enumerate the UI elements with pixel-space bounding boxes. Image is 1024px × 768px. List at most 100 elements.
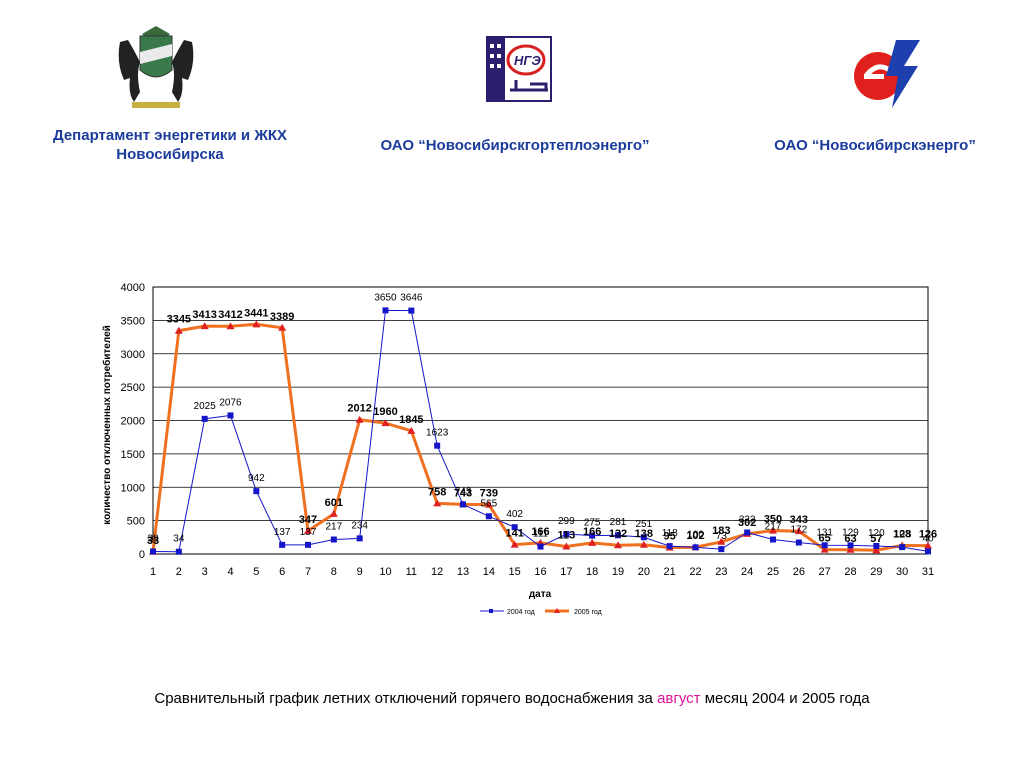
data-label: 3389 xyxy=(270,311,294,323)
org-name-department-line1: Департамент энергетики и ЖКХ xyxy=(52,127,288,144)
data-label: 113 xyxy=(557,529,575,541)
data-label: 739 xyxy=(480,488,498,500)
data-point xyxy=(925,548,931,555)
data-label: 63 xyxy=(844,533,856,545)
data-label: 128 xyxy=(893,528,911,540)
data-point xyxy=(304,526,312,534)
x-tick-label: 7 xyxy=(305,566,311,578)
data-point xyxy=(639,540,648,548)
data-label: 565 xyxy=(480,498,497,509)
data-label: 95 xyxy=(664,531,676,543)
caption-text-before: Сравнительный график летних отключений г… xyxy=(154,690,658,707)
data-label: 322 xyxy=(739,515,756,526)
org-name-ngte: ОАО “Новосибирскгортеплоэнерго” xyxy=(340,136,690,155)
data-point xyxy=(226,322,235,330)
data-point xyxy=(407,426,416,434)
y-tick-label: 2000 xyxy=(121,416,145,428)
org-name-department-line2: Новосибирска xyxy=(116,146,224,163)
y-tick-label: 4000 xyxy=(121,282,145,294)
data-label: 275 xyxy=(584,518,601,529)
data-point xyxy=(924,541,932,549)
chart-caption: Сравнительный график летних отключений г… xyxy=(0,690,1024,707)
data-point xyxy=(382,307,389,314)
data-label: 118 xyxy=(662,528,678,539)
data-label: 38 xyxy=(147,533,159,544)
x-tick-label: 29 xyxy=(870,566,882,578)
data-point xyxy=(434,442,441,449)
data-point xyxy=(640,534,647,541)
x-tick-label: 19 xyxy=(612,566,624,578)
data-point xyxy=(510,540,519,548)
data-point xyxy=(769,526,777,534)
x-tick-label: 26 xyxy=(793,566,805,578)
data-label: 281 xyxy=(610,517,627,528)
x-tick-label: 23 xyxy=(715,566,727,578)
data-point xyxy=(381,419,390,427)
x-tick-label: 15 xyxy=(509,566,521,578)
data-point xyxy=(899,544,906,551)
data-point xyxy=(614,541,622,549)
data-label: 132 xyxy=(609,528,627,540)
data-label: 350 xyxy=(764,514,782,526)
data-label: 183 xyxy=(712,525,730,537)
data-label: 73 xyxy=(716,531,728,542)
data-point xyxy=(279,541,286,548)
data-point xyxy=(820,545,829,553)
data-label: 743 xyxy=(454,487,472,499)
data-point xyxy=(717,537,726,545)
data-label: 34 xyxy=(173,534,185,545)
data-label: 3646 xyxy=(400,293,423,304)
x-tick-label: 31 xyxy=(922,566,934,578)
data-label: 65 xyxy=(819,533,831,545)
ngte-logo-text: НГЭ xyxy=(514,53,541,68)
data-label: 126 xyxy=(919,529,937,541)
x-tick-label: 13 xyxy=(457,566,469,578)
x-tick-label: 20 xyxy=(638,566,650,578)
org-name-novosibirskenergo: ОАО “Новосибирскэнерго” xyxy=(730,136,1020,155)
x-tick-label: 8 xyxy=(331,566,337,578)
y-tick-label: 0 xyxy=(139,549,145,561)
data-point xyxy=(278,323,287,331)
x-tick-label: 5 xyxy=(253,566,259,578)
data-label: 402 xyxy=(506,509,523,520)
chart-legend: 2004 год 2005 год xyxy=(480,608,602,616)
data-label: 166 xyxy=(583,526,601,538)
data-point xyxy=(794,527,803,535)
data-point xyxy=(563,531,570,538)
y-tick-label: 2500 xyxy=(121,382,145,394)
legend-marker xyxy=(489,609,493,613)
x-tick-label: 1 xyxy=(150,566,156,578)
data-point xyxy=(252,320,261,328)
data-label: 3441 xyxy=(244,307,268,319)
data-point xyxy=(201,415,208,422)
data-point xyxy=(873,542,880,549)
data-label: 2076 xyxy=(219,397,242,408)
y-tick-label: 3000 xyxy=(121,349,145,361)
data-point xyxy=(846,545,855,553)
data-label: 343 xyxy=(790,514,808,526)
data-label: 137 xyxy=(274,527,291,538)
series-line xyxy=(152,309,929,553)
data-label: 217 xyxy=(765,522,782,533)
y-tick-label: 1500 xyxy=(121,449,145,461)
data-point xyxy=(589,532,596,539)
caption-month-highlight: август xyxy=(657,690,701,707)
data-label: 2025 xyxy=(194,401,217,412)
data-point xyxy=(537,543,544,550)
data-point xyxy=(355,415,364,423)
data-point xyxy=(253,488,260,495)
y-tick-label: 1000 xyxy=(121,482,145,494)
data-label: 217 xyxy=(325,522,342,533)
org-name-ngte-line1: ОАО “Новосибирскгортеплоэнерго” xyxy=(380,137,650,154)
x-tick-label: 30 xyxy=(896,566,908,578)
y-axis-label: количество отключенных потребителей xyxy=(101,325,113,525)
data-label: 251 xyxy=(635,519,652,530)
data-label: 3412 xyxy=(218,309,242,321)
data-point xyxy=(795,539,802,546)
data-label: 1623 xyxy=(426,428,449,439)
y-tick-label: 3500 xyxy=(121,315,145,327)
legend-label: 2005 год xyxy=(574,609,602,616)
ngte-logo-icon: НГЭ xyxy=(486,36,552,102)
data-point xyxy=(872,546,881,554)
